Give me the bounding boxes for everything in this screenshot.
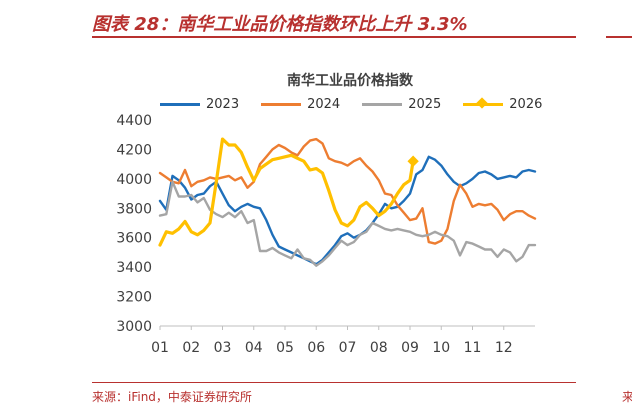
x-tick-label: 04 xyxy=(245,340,263,356)
adjacent-page-rule xyxy=(606,36,632,38)
footer-rule xyxy=(92,382,576,383)
chart-title: 南华工业品价格指数 xyxy=(287,73,413,89)
legend-label-2024: 2024 xyxy=(307,97,341,112)
x-tick-label: 02 xyxy=(182,340,200,356)
x-tick-label: 03 xyxy=(214,340,232,356)
chart-legend: 2023 2024 2025 2026 xyxy=(160,97,542,112)
adjacent-page-fragment: 来 xyxy=(622,390,632,404)
x-tick-label: 06 xyxy=(307,340,325,356)
series-line-2024 xyxy=(158,137,537,245)
figure-title-rule xyxy=(92,36,576,38)
series-endpoint-marker-2026 xyxy=(407,155,419,167)
source-note: 来源：iFind，中泰证券研究所 xyxy=(92,390,252,404)
y-tick-label: 4400 xyxy=(116,113,152,129)
axis-layer: 3000 3200 3400 3600 3800 4000 4200 4400 01 02 03 04… xyxy=(116,113,535,356)
x-tick-label: 11 xyxy=(464,340,482,356)
y-tick-label: 3800 xyxy=(116,201,152,217)
legend-item-2024: 2024 xyxy=(261,97,340,112)
legend-label-2026: 2026 xyxy=(509,97,543,112)
series-line-2023 xyxy=(158,155,537,266)
legend-item-2026: 2026 xyxy=(463,97,542,112)
legend-label-2023: 2023 xyxy=(206,97,240,112)
y-tick-label: 3400 xyxy=(116,260,152,276)
x-tick-label: 09 xyxy=(401,340,419,356)
y-tick-label: 3600 xyxy=(116,231,152,247)
legend-swatch-2023 xyxy=(160,103,200,106)
legend-swatch-2024 xyxy=(261,103,302,106)
y-tick-label: 4000 xyxy=(116,172,152,188)
y-tick-label: 3200 xyxy=(116,290,152,306)
x-tick-label: 07 xyxy=(339,340,357,356)
y-tick-label: 4200 xyxy=(116,142,152,158)
x-tick-label: 01 xyxy=(151,340,169,356)
legend-swatch-2026 xyxy=(463,97,504,109)
x-tick-label: 12 xyxy=(495,340,513,356)
legend-label-2025: 2025 xyxy=(408,97,442,112)
legend-item-2025: 2025 xyxy=(362,97,441,112)
legend-item-2023: 2023 xyxy=(160,97,239,112)
series-layer xyxy=(158,137,537,267)
x-tick-label: 05 xyxy=(276,340,294,356)
series-line-2026 xyxy=(158,137,415,247)
figure-title: 图表 28：南华工业品价格指数环比上升 3.3% xyxy=(92,14,468,35)
y-tick-label: 3000 xyxy=(116,319,152,335)
legend-swatch-2025 xyxy=(362,103,403,106)
x-tick-label: 08 xyxy=(370,340,388,356)
series-line-2025 xyxy=(158,180,537,267)
figure-header: 图表 28：南华工业品价格指数环比上升 3.3% xyxy=(92,10,576,38)
x-tick-label: 10 xyxy=(432,340,450,356)
